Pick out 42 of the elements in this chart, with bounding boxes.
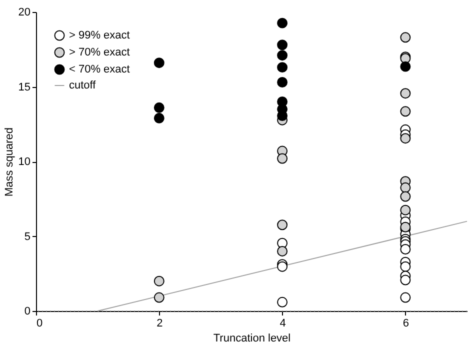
point	[400, 182, 411, 193]
point	[400, 191, 411, 202]
point	[277, 77, 288, 88]
y-axis-title: Mass squared	[3, 127, 16, 197]
point	[277, 62, 288, 73]
x-tick-label: 0	[36, 318, 43, 330]
point	[277, 40, 288, 50]
y-tick-label: 0	[24, 306, 30, 318]
x-tick-label: 4	[280, 318, 286, 330]
legend-label: > 70% exact	[69, 46, 130, 58]
point	[154, 276, 164, 286]
point	[277, 246, 288, 256]
legend-label: > 99% exact	[69, 30, 130, 42]
y-tick-label: 10	[18, 156, 30, 168]
point	[154, 102, 164, 113]
point	[277, 18, 288, 28]
point	[277, 296, 288, 308]
x-tick-label: 6	[402, 318, 409, 330]
point	[400, 244, 411, 254]
point	[400, 133, 411, 144]
point	[277, 50, 288, 61]
point	[400, 88, 411, 99]
point	[400, 204, 411, 216]
point	[400, 32, 411, 43]
point	[400, 61, 411, 72]
point	[400, 261, 411, 272]
x-axis-title: Truncation level	[213, 332, 291, 344]
point	[154, 292, 164, 303]
y-tick-label: 15	[18, 81, 30, 94]
point	[277, 220, 288, 230]
point	[154, 58, 164, 68]
point	[400, 106, 411, 117]
point	[400, 292, 411, 303]
y-tick-label: 20	[18, 6, 30, 18]
legend-label: < 70% exact	[69, 64, 130, 76]
x-tick-label: 2	[156, 318, 163, 330]
legend-label: cutoff	[69, 80, 97, 92]
point	[400, 274, 411, 286]
y-tick-label: 5	[24, 230, 30, 243]
point	[277, 110, 288, 121]
point	[154, 112, 164, 124]
point	[277, 153, 288, 164]
